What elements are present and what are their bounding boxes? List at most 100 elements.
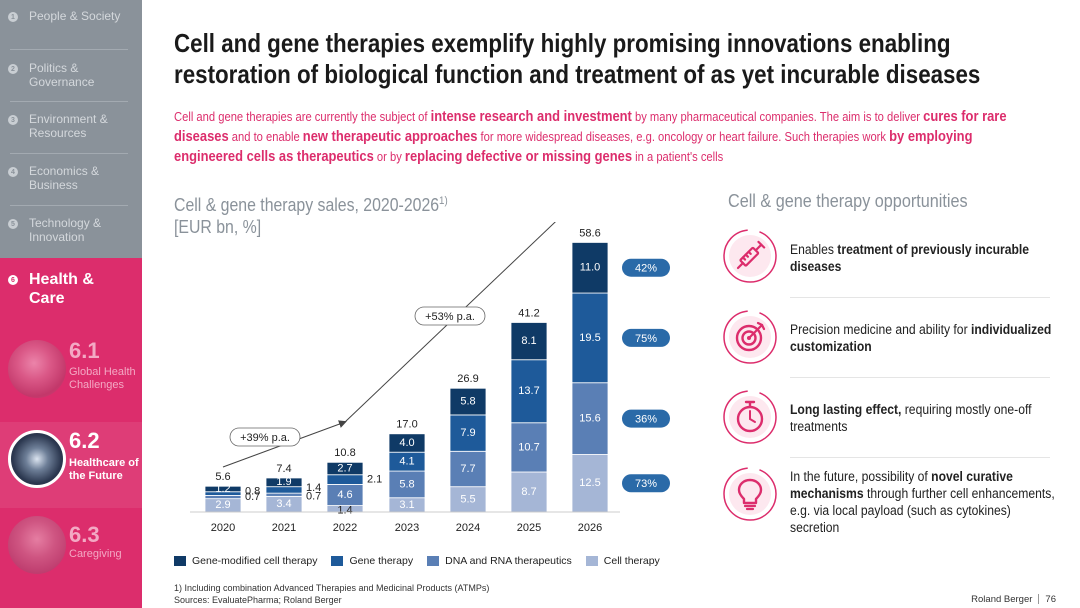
- bar-total-label: 7.4: [276, 463, 291, 475]
- nav-number: 1: [8, 12, 18, 22]
- opportunities-title: Cell & gene therapy opportunities: [728, 191, 968, 211]
- footnote: 1) Including combination Advanced Therap…: [174, 582, 489, 606]
- segment-label: 7.7: [460, 463, 475, 475]
- bar-segment: [326, 474, 364, 485]
- brand-name: Roland Berger: [971, 594, 1033, 605]
- segment-label: 0.7: [245, 491, 260, 503]
- segment-label: 12.5: [579, 477, 600, 489]
- divider: [10, 49, 128, 50]
- stopwatch-icon: [723, 390, 777, 444]
- bar-segment: [571, 454, 609, 513]
- footnote-line: 1) Including combination Advanced Therap…: [174, 583, 490, 593]
- segment-label: 7.9: [460, 427, 475, 439]
- segment-label: 1.2: [215, 483, 230, 495]
- chart-legend: Gene-modified cell therapy Gene therapy …: [174, 555, 674, 567]
- subitem-label: Global Health Challenges: [69, 366, 136, 391]
- nav-item-health-care[interactable]: 6 Health & Care 6.1 Global Health Challe…: [0, 258, 142, 608]
- subitem-healthcare-future[interactable]: 6.2 Healthcare of the Future: [0, 422, 142, 508]
- subitem-label: Healthcare of the Future: [69, 457, 139, 482]
- nav-item-technology-innovation[interactable]: 5 Technology & Innovation: [0, 216, 142, 244]
- x-tick-label: 2024: [456, 522, 480, 534]
- x-tick-label: 2021: [272, 522, 296, 534]
- bar-segment: [510, 471, 548, 513]
- segment-label: 19.5: [579, 332, 600, 344]
- bar-total-label: 5.6: [215, 471, 230, 483]
- syringe-icon: [723, 229, 777, 283]
- cagr-annotation: +53% p.a.: [425, 311, 475, 323]
- divider: [1038, 594, 1040, 605]
- opportunity-text-part: through further cell enhancements, e.g. …: [790, 486, 1055, 535]
- segment-label: 1.9: [276, 476, 291, 488]
- divider: [790, 457, 1050, 458]
- opportunity-highlight: individualized customization: [790, 322, 1052, 354]
- nav-item-people-society[interactable]: 1 People & Society: [0, 9, 142, 23]
- segment-label: 5.8: [399, 478, 414, 490]
- segment-label: 3.1: [399, 499, 414, 511]
- segment-label: 5.5: [460, 493, 475, 505]
- bar-segment: [204, 485, 242, 493]
- legend-label: Gene therapy: [349, 555, 414, 567]
- segment-label: 13.7: [518, 385, 539, 397]
- bar-total-label: 58.6: [579, 227, 600, 239]
- page-title-line1: Cell and gene therapies exemplify highly…: [174, 28, 951, 58]
- intro-text-part: for more widespread diseases, e.g. oncol…: [477, 129, 890, 144]
- nav-label: People & Society: [29, 9, 121, 23]
- nav-item-economics-business[interactable]: 4 Economics & Business: [0, 164, 142, 192]
- lightbulb-icon: [723, 467, 777, 521]
- bar-total-label: 41.2: [518, 307, 539, 319]
- x-tick-label: 2022: [333, 522, 357, 534]
- legend-item: Cell therapy: [585, 555, 660, 567]
- x-tick-label: 2023: [395, 522, 419, 534]
- segment-label: 11.0: [580, 262, 601, 274]
- healthcare-future-thumbnail: [8, 430, 66, 488]
- bar-segment: [388, 470, 426, 499]
- caregiving-thumbnail: [8, 516, 66, 574]
- opportunity-text-part: Enables: [790, 242, 838, 257]
- nav-active-label: Health & Care: [29, 271, 94, 307]
- x-tick-label: 2020: [211, 522, 235, 534]
- share-badge-label: 73%: [635, 478, 657, 490]
- opportunity-highlight: Long lasting effect,: [790, 402, 902, 417]
- nav-number: 4: [8, 167, 18, 177]
- bar-segment: [510, 422, 548, 473]
- segment-label: 0.8: [245, 486, 260, 498]
- intro-highlight: replacing defective or missing genes: [404, 148, 633, 165]
- subitem-global-health[interactable]: 6.1 Global Health Challenges: [0, 334, 142, 420]
- share-badge-label: 36%: [635, 414, 657, 426]
- nav-label: Environment & Resources: [29, 112, 108, 140]
- intro-text-part: by many pharmaceutical companies. The ai…: [631, 109, 924, 124]
- nav-label: Economics & Business: [29, 164, 100, 192]
- legend-item: Gene therapy: [331, 555, 413, 567]
- divider: [10, 205, 128, 206]
- opportunity-highlight: novel curative mechanisms: [790, 469, 1013, 501]
- legend-swatch: [174, 556, 186, 566]
- sidebar: 1 People & Society 2 Politics & Governan…: [0, 0, 142, 608]
- target-icon: [723, 310, 777, 364]
- bar-segment: [265, 492, 303, 497]
- bar-segment: [571, 292, 609, 384]
- subitem-number: 6.2: [69, 428, 100, 453]
- legend-label: DNA and RNA therapeutics: [445, 555, 572, 567]
- segment-label: 4.0: [399, 437, 414, 449]
- bar-segment: [265, 477, 303, 488]
- segment-label: 4.1: [399, 456, 414, 468]
- segment-label: 2.1: [367, 473, 382, 485]
- divider: [790, 377, 1050, 378]
- chart-title-line1: Cell & gene therapy sales, 2020-2026: [174, 195, 440, 215]
- subitem-caregiving[interactable]: 6.3 Caregiving: [0, 508, 142, 594]
- nav-number: 5: [8, 219, 18, 229]
- subitem-number: 6.1: [69, 338, 100, 363]
- nav-active-header[interactable]: 6 Health & Care: [0, 270, 142, 308]
- bar-segment: [510, 359, 548, 424]
- opportunity-text: Enables treatment of previously incurabl…: [790, 241, 1060, 275]
- share-badge: [622, 258, 670, 277]
- intro-highlight: cures for rare diseases: [174, 108, 1007, 145]
- legend-item: Gene-modified cell therapy: [174, 555, 317, 567]
- opportunity-text-part: requiring mostly one-off treatments: [790, 402, 1032, 434]
- segment-label: 8.1: [521, 335, 536, 347]
- nav-item-environment-resources[interactable]: 3 Environment & Resources: [0, 112, 142, 140]
- opportunity-text: In the future, possibility of novel cura…: [790, 468, 1060, 536]
- legend-swatch: [331, 556, 344, 566]
- nav-item-politics-governance[interactable]: 2 Politics & Governance: [0, 61, 142, 89]
- legend-item: DNA and RNA therapeutics: [427, 555, 572, 567]
